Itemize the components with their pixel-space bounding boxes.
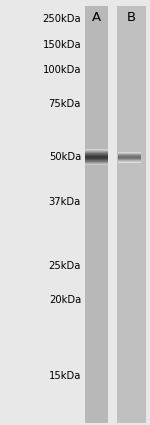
Text: 15kDa: 15kDa — [49, 371, 81, 381]
Bar — [85, 158, 108, 159]
Text: 50kDa: 50kDa — [49, 152, 81, 162]
Text: 75kDa: 75kDa — [49, 99, 81, 109]
Bar — [85, 160, 108, 161]
Bar — [85, 6, 108, 423]
Bar — [85, 149, 108, 150]
Text: 150kDa: 150kDa — [42, 40, 81, 50]
Bar — [85, 159, 108, 160]
Bar — [85, 155, 108, 156]
Bar — [85, 156, 108, 157]
Bar — [85, 152, 108, 153]
Bar — [85, 153, 108, 154]
Text: B: B — [127, 11, 136, 24]
Bar — [117, 6, 146, 423]
Bar — [85, 161, 108, 162]
Text: 20kDa: 20kDa — [49, 295, 81, 305]
Bar — [85, 151, 108, 152]
Bar — [85, 164, 108, 165]
Bar — [85, 163, 108, 164]
Bar — [85, 150, 108, 151]
Bar — [85, 157, 108, 158]
Bar — [85, 162, 108, 163]
Text: 25kDa: 25kDa — [49, 261, 81, 271]
Text: A: A — [92, 11, 101, 24]
Text: 37kDa: 37kDa — [49, 197, 81, 207]
Bar — [85, 154, 108, 155]
Text: 250kDa: 250kDa — [42, 14, 81, 24]
Text: 100kDa: 100kDa — [42, 65, 81, 75]
